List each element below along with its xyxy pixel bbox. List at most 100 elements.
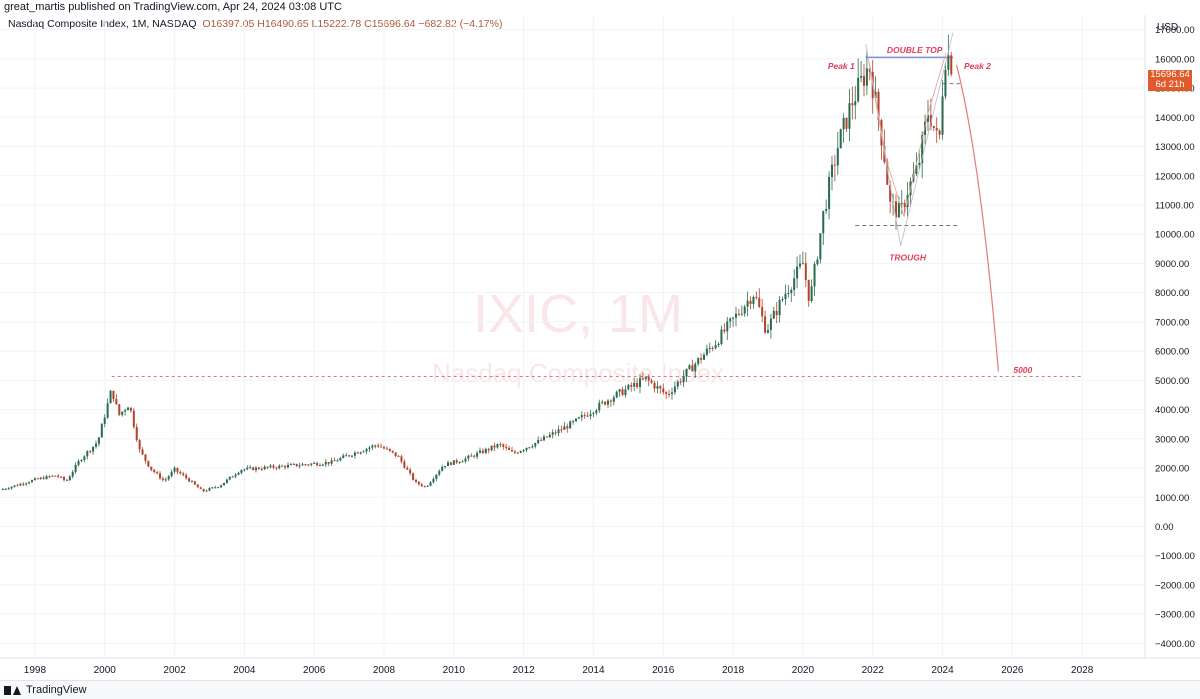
y-tick-label: 1000.00 (1155, 493, 1189, 504)
candle (764, 310, 767, 334)
y-tick-label: 7000.00 (1155, 317, 1189, 328)
candle (289, 463, 292, 466)
candle (659, 385, 662, 394)
candle (126, 406, 130, 411)
candle (435, 474, 438, 482)
candle (48, 475, 51, 479)
candle (740, 305, 743, 317)
candle (455, 458, 458, 465)
candle (129, 407, 132, 413)
candle (624, 385, 627, 398)
ohlc-open: O16397.05 (202, 18, 255, 30)
candle (83, 455, 86, 463)
price-axis[interactable]: 17000.0016000.0015000.0014000.0013000.00… (1144, 15, 1200, 658)
candle (36, 477, 39, 480)
symbol-name[interactable]: Nasdaq Composite Index, 1M, NASDAQ (8, 18, 197, 30)
x-tick-label: 2028 (1071, 665, 1094, 676)
candle (286, 462, 290, 469)
candle (522, 449, 525, 453)
tradingview-logo-icon (4, 685, 22, 695)
annotations: Peak 1 Peak 2 DOUBLE TOP TROUGH 5000 (828, 32, 1033, 375)
candle (385, 446, 388, 450)
candle (865, 50, 868, 95)
candle (944, 62, 947, 100)
candle (353, 450, 356, 459)
y-tick-label: −4000.00 (1155, 639, 1195, 650)
candle (784, 284, 787, 306)
candle (505, 443, 508, 451)
candle (604, 401, 607, 406)
candle (670, 387, 674, 400)
candle (665, 391, 668, 399)
candle (676, 379, 679, 390)
candle (345, 453, 348, 457)
candle (25, 482, 28, 487)
candle (577, 416, 580, 420)
candle (252, 466, 255, 471)
candle (569, 420, 572, 429)
candle (391, 450, 394, 454)
candle (894, 194, 898, 230)
candle (141, 447, 144, 456)
candle (470, 453, 473, 457)
peak-1-label: Peak 1 (828, 61, 855, 71)
candle (182, 471, 185, 477)
candle (185, 473, 188, 480)
candle (653, 380, 656, 393)
candle (487, 447, 490, 454)
candle (214, 485, 217, 489)
candle (720, 325, 723, 346)
candle (822, 210, 825, 245)
price-axis-bg (1145, 15, 1200, 658)
footer: TradingView (0, 680, 1200, 699)
x-tick-label: 2012 (513, 665, 536, 676)
candle (510, 446, 514, 452)
candle (409, 467, 412, 476)
candle (801, 251, 804, 265)
candle (115, 394, 118, 406)
candle (74, 462, 77, 475)
candle (281, 464, 284, 467)
candle (237, 471, 240, 476)
candle (150, 466, 153, 472)
candle (417, 481, 420, 486)
candle (333, 457, 336, 462)
candle (414, 478, 418, 484)
candle (208, 487, 211, 492)
current-price-tag: 15696.64 6d 21h (1148, 70, 1192, 91)
y-tick-label: 12000.00 (1155, 171, 1195, 182)
candle (761, 298, 764, 323)
candle (257, 466, 260, 470)
trough-label: TROUGH (889, 253, 927, 263)
tradingview-logo[interactable]: TradingView (4, 681, 87, 699)
candle (804, 252, 807, 288)
candle (836, 131, 839, 175)
candle (205, 489, 208, 492)
candle (708, 342, 711, 354)
ohlc-change: −682.82 (−4.17%) (418, 18, 503, 30)
candle (60, 476, 63, 478)
candle (862, 64, 866, 97)
candle (790, 287, 793, 303)
candle (694, 361, 697, 378)
candle (854, 85, 857, 120)
candle (810, 279, 813, 303)
candle (641, 372, 644, 381)
candle (752, 295, 755, 309)
y-tick-label: 8000.00 (1155, 288, 1189, 299)
y-tick-label: 5000.00 (1155, 376, 1189, 387)
candle (263, 464, 266, 470)
candle (516, 451, 519, 454)
time-axis[interactable]: 1998 2000 2002 2004 2006 2008 2010 2012 2014 2016… (0, 657, 1200, 676)
x-tick-label: 2010 (443, 665, 466, 676)
candle (316, 461, 319, 467)
candle (662, 383, 665, 395)
symbol-legend: Nasdaq Composite Index, 1M, NASDAQ O1639… (8, 18, 502, 30)
candle (452, 460, 455, 465)
candle (755, 291, 758, 300)
candle (100, 422, 103, 438)
candle (158, 471, 162, 480)
x-tick-label: 2000 (94, 665, 117, 676)
candle (228, 476, 231, 481)
